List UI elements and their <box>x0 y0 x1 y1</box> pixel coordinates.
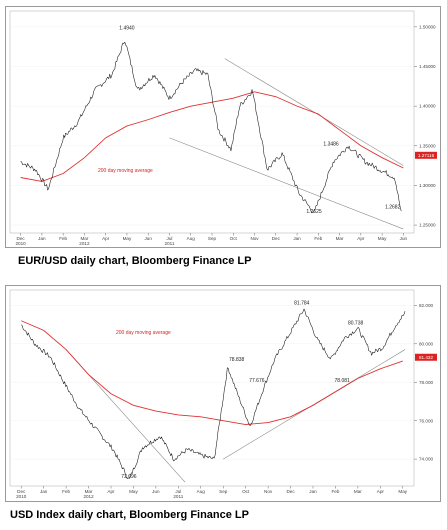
x-tick-label: Feb <box>331 489 339 494</box>
x-tick-label: Jan <box>40 489 48 494</box>
x-year-label: 2011 <box>165 241 175 246</box>
x-tick-label: Apr <box>357 236 365 241</box>
x-tick-label: Dec <box>286 489 295 494</box>
x-tick-label: Apr <box>102 236 110 241</box>
last-price-label: 81.432 <box>419 355 433 360</box>
price-annotation: 1.2682 <box>385 205 401 211</box>
moving-average-label: 200 day moving average <box>98 168 153 174</box>
usd-index-chart-caption: USD Index daily chart, Bloomberg Finance… <box>10 509 249 521</box>
x-tick-label: Jun <box>400 236 408 241</box>
x-tick-label: May <box>398 489 407 494</box>
y-tick-label: 82.000 <box>419 303 433 308</box>
price-annotation: 77.676 <box>249 378 265 384</box>
x-tick-label: Jan <box>293 236 301 241</box>
price-annotation: 81.784 <box>294 300 310 306</box>
x-year-label: 2011 <box>173 494 183 499</box>
x-tick-label: Feb <box>62 489 70 494</box>
x-tick-label: Mar <box>354 489 362 494</box>
y-tick-label: 1.40000 <box>419 104 436 109</box>
trendline <box>169 137 404 230</box>
usd-index-chart: 74.000 76.000 78.000 80.000 82.000 Dec Jan Feb M… <box>9 289 437 499</box>
moving-average-line <box>20 91 404 182</box>
x-tick-label: Jun <box>152 489 160 494</box>
price-annotation: 80.738 <box>348 321 364 327</box>
x-tick-label: Mar <box>80 236 88 241</box>
price-annotation: 72.696 <box>121 474 137 480</box>
y-tick-label: 80.000 <box>419 341 433 346</box>
price-annotation: 1.2625 <box>306 209 322 215</box>
eurusd-chart: 1.25000 1.30000 1.35000 1.40000 1.45000 1.500… <box>9 10 437 246</box>
x-tick-label: Oct <box>230 236 238 241</box>
x-tick-label: Sep <box>208 236 217 241</box>
y-tick-label: 1.50000 <box>419 24 436 29</box>
x-tick-label: Aug <box>197 489 206 494</box>
x-tick-label: May <box>129 489 138 494</box>
y-tick-label: 1.35000 <box>419 143 436 148</box>
x-tick-label: Mar <box>336 236 344 241</box>
x-tick-label: Jul <box>175 489 181 494</box>
x-tick-label: Nov <box>264 489 273 494</box>
x-year-label: 2012 <box>83 494 94 499</box>
x-tick-label: Jul <box>167 236 173 241</box>
x-tick-label: Jan <box>309 489 317 494</box>
x-tick-label: Dec <box>17 489 26 494</box>
x-tick-label: Sep <box>219 489 228 494</box>
x-tick-label: Feb <box>59 236 67 241</box>
x-tick-label: May <box>123 236 132 241</box>
x-tick-label: May <box>378 236 387 241</box>
eurusd-chart-caption: EUR/USD daily chart, Bloomberg Finance L… <box>18 255 252 267</box>
last-price-box <box>415 353 437 361</box>
x-tick-label: Nov <box>250 236 259 241</box>
x-tick-label: Oct <box>242 489 250 494</box>
moving-average-line <box>21 320 403 425</box>
x-year-label: 2010 <box>16 494 27 499</box>
x-tick-label: Jun <box>144 236 152 241</box>
x-year-label: 2010 <box>16 241 27 246</box>
last-price-box <box>415 151 437 159</box>
x-tick-label: Aug <box>187 236 196 241</box>
usd-index-chart-panel: 74.000 76.000 78.000 80.000 82.000 Dec Jan Feb M… <box>5 285 441 502</box>
x-tick-label: Jan <box>38 236 46 241</box>
x-tick-label: Dec <box>272 236 281 241</box>
x-tick-label: Dec <box>17 236 26 241</box>
y-tick-label: 1.30000 <box>419 183 436 188</box>
last-price-label: 1.27116 <box>418 153 435 158</box>
x-tick-label: Feb <box>314 236 322 241</box>
moving-average-label: 200 day moving average <box>116 330 171 336</box>
y-tick-label: 1.25000 <box>419 223 436 228</box>
price-series-line <box>21 308 406 479</box>
y-tick-label: 1.45000 <box>419 64 436 69</box>
x-year-label: 2012 <box>79 241 90 246</box>
y-tick-label: 78.000 <box>419 380 433 385</box>
eurusd-chart-panel: 1.25000 1.30000 1.35000 1.40000 1.45000 1.500… <box>5 6 441 248</box>
price-annotation: 1.3486 <box>323 141 339 147</box>
price-series-line <box>20 41 402 213</box>
x-tick-label: Apr <box>107 489 115 494</box>
plot-frame <box>9 289 415 487</box>
price-annotation: 78.838 <box>229 357 245 363</box>
x-tick-label: Mar <box>85 489 93 494</box>
price-annotation: 1.4940 <box>119 26 135 32</box>
y-tick-label: 74.000 <box>419 457 433 462</box>
plot-frame <box>9 10 415 234</box>
price-annotation: 78.081 <box>335 378 351 384</box>
x-tick-label: Apr <box>377 489 385 494</box>
y-tick-label: 76.000 <box>419 418 433 423</box>
